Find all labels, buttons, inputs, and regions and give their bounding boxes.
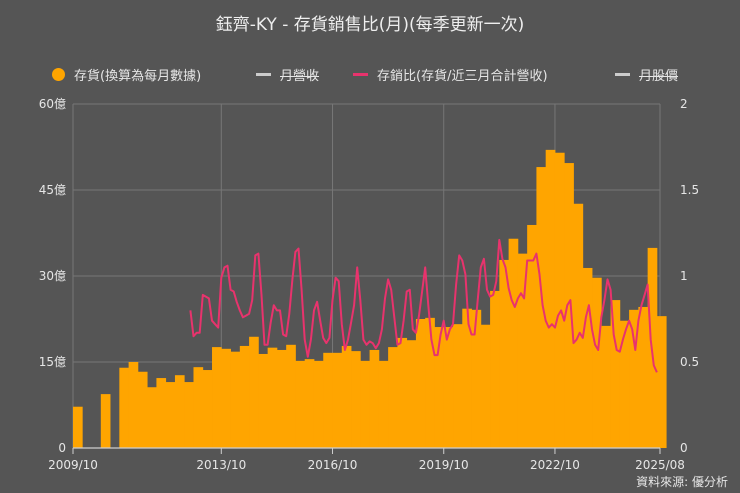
inventory-bar[interactable] [554,152,565,448]
inventory-bar[interactable] [239,345,250,448]
inventory-bar[interactable] [295,360,306,448]
legend-label: 存貨(換算為每月數據) [74,69,202,84]
inventory-bar[interactable] [221,348,231,448]
left-axis-tick: 30億 [39,269,66,283]
x-axis-tick: 2019/10 [419,458,469,472]
inventory-bar[interactable] [573,203,584,448]
legend-label: 月營收 [280,69,320,84]
inventory-bar[interactable] [656,316,667,448]
chart-title: 鈺齊-KY - 存貨銷售比(月)(每季更新一次) [215,15,525,35]
legend-item-price[interactable]: 月股價 [615,65,678,84]
inventory-bar[interactable] [304,359,315,448]
x-axis-tick: 2009/10 [48,458,98,472]
inventory-bar[interactable] [610,300,621,448]
inventory-bar[interactable] [453,324,463,448]
legend-line-icon [615,73,630,76]
inventory-bar[interactable] [638,306,649,448]
inventory-bar[interactable] [341,345,352,448]
right-axis-tick: 1 [680,269,688,283]
legend-line-icon [353,73,368,76]
inventory-bar[interactable] [193,367,204,448]
legend-item-inventory[interactable]: 存貨(換算為每月數據) [52,65,201,84]
inventory-bar[interactable] [249,336,259,448]
inventory-bar[interactable] [629,309,639,448]
legend-label: 存銷比(存貨/近三月合計營收) [377,69,548,84]
inventory-bar[interactable] [564,163,574,448]
inventory-bar[interactable] [313,360,324,448]
inventory-bar[interactable] [490,290,500,448]
inventory-bar[interactable] [137,371,148,448]
inventory-bar[interactable] [536,167,547,449]
inventory-bar[interactable] [258,353,269,448]
inventory-bar[interactable] [156,378,167,448]
inventory-bar[interactable] [286,344,296,448]
inventory-bar[interactable] [471,309,482,448]
x-axis-tick: 2022/10 [530,458,580,472]
legend-line-icon [256,73,271,76]
legend: 存貨(換算為每月數據) 月營收 存銷比(存貨/近三月合計營收) 月股價 [0,65,740,85]
inventory-bar[interactable] [508,238,519,448]
inventory-bar[interactable] [212,347,222,448]
inventory-bar[interactable] [601,325,611,448]
inventory-bar[interactable] [425,317,435,448]
inventory-bars [73,149,667,449]
inventory-bar[interactable] [147,387,157,448]
inventory-bar[interactable] [480,324,491,448]
inventory-bar[interactable] [443,327,454,448]
inventory-bar[interactable] [174,375,185,448]
inventory-bar[interactable] [545,149,556,448]
inventory-bar[interactable] [434,327,445,448]
source-credit: 資料來源: 優分析 [636,475,728,489]
inventory-bar[interactable] [619,320,630,448]
inventory-bar[interactable] [276,349,287,448]
x-axis-tick: 2025/08 [635,458,685,472]
inventory-bar[interactable] [527,224,537,448]
inventory-bar[interactable] [128,362,139,448]
right-axis-tick: 2 [680,97,688,111]
inventory-bar[interactable] [119,367,130,448]
x-axis-tick: 2016/10 [308,458,358,472]
left-axis-tick: 60億 [39,97,66,111]
inventory-bar[interactable] [165,382,176,448]
right-axis-tick: 0 [680,441,688,455]
inventory-bar[interactable] [388,347,398,448]
inventory-bar[interactable] [406,340,417,448]
inventory-bar[interactable] [351,351,361,448]
inventory-bar[interactable] [592,277,602,448]
ratio-line-path[interactable] [189,238,658,373]
inventory-bar[interactable] [582,267,593,448]
inventory-bar[interactable] [332,352,343,448]
ratio-line [189,238,658,373]
legend-item-ratio[interactable]: 存銷比(存貨/近三月合計營收) [353,65,548,84]
inventory-bar[interactable] [230,351,241,448]
left-axis-tick: 45億 [39,183,66,197]
x-axis-tick: 2013/10 [196,458,246,472]
inventory-bar[interactable] [323,352,333,448]
inventory-bar[interactable] [184,382,194,448]
inventory-bar[interactable] [267,347,278,448]
right-axis-tick: 0.5 [680,355,699,369]
inventory-bar[interactable] [369,349,380,448]
inventory-bar[interactable] [202,370,213,448]
axes: 0 0 15億 0.5 30億 1 45億 1.5 60億 2 2009/10 2013/10 2016… [39,97,699,472]
inventory-bar[interactable] [397,337,408,448]
legend-label: 月股價 [639,69,679,84]
inventory-bar[interactable] [499,259,510,448]
left-axis-tick: 0 [58,441,66,455]
inventory-bar[interactable] [360,360,370,448]
inventory-bar[interactable] [517,253,528,448]
inventory-bar[interactable] [378,360,389,448]
right-axis-tick: 1.5 [680,183,699,197]
left-axis-tick: 15億 [39,355,66,369]
inventory-bar[interactable] [100,394,111,448]
inventory-bar[interactable] [415,319,426,448]
legend-dot-icon [52,68,65,81]
legend-item-revenue[interactable]: 月營收 [256,65,319,84]
inventory-bar[interactable] [462,308,472,448]
inventory-bar[interactable] [73,406,83,448]
